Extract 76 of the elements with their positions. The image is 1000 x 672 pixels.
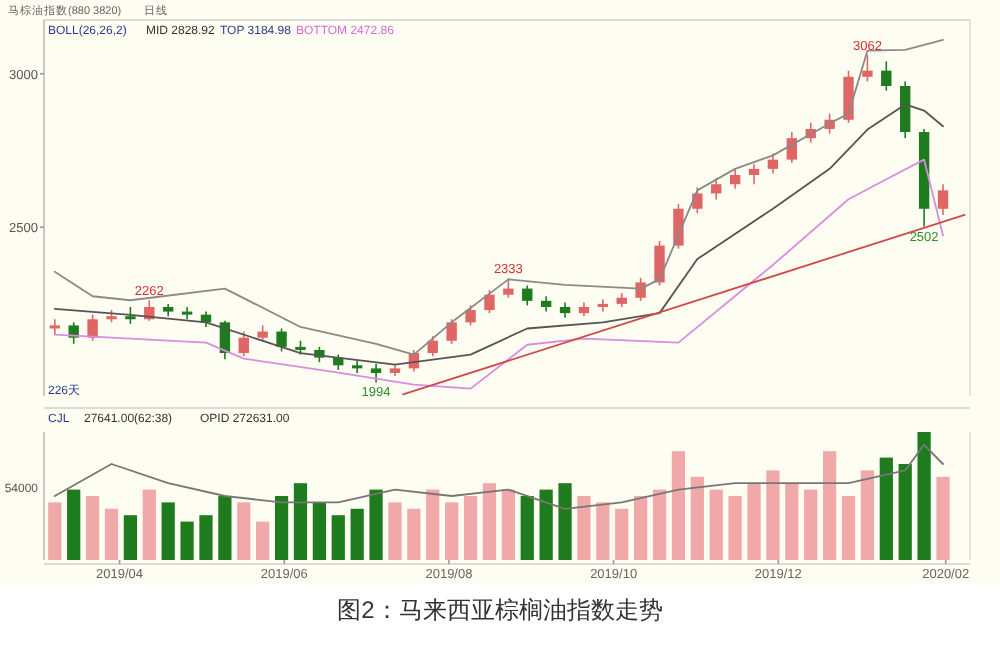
candlestick [522,284,533,307]
bar [671,451,686,560]
candlestick [900,80,911,139]
candlestick [503,277,514,299]
bar [917,432,931,560]
candlestick [786,131,798,164]
bar [785,483,799,560]
bar [180,521,194,560]
bar [312,502,326,560]
bar [539,489,553,560]
bar [369,489,383,560]
candlestick [635,277,646,302]
bar [728,496,742,560]
candlestick [692,186,703,215]
bar [860,470,875,560]
bar [445,502,459,560]
bar [85,496,100,560]
candlestick [729,168,741,190]
bar [142,489,156,560]
bar [407,508,421,560]
candlestick [49,318,60,336]
candlestick [484,289,495,314]
bar [936,476,950,560]
candlestick [748,163,760,186]
bar [123,515,137,560]
candlestick [238,330,249,357]
bar [652,489,667,560]
bar [841,496,856,560]
bar [350,508,364,560]
candlestick [181,306,193,321]
candlestick [351,359,363,374]
bar [520,496,534,560]
line-series [53,39,944,356]
candlestick [937,183,949,216]
candlestick [87,313,98,342]
bar [293,483,308,560]
bar [218,496,232,560]
candlestick [276,327,287,353]
bar [879,457,893,560]
bar [161,502,175,560]
bar [690,476,704,560]
bar [67,489,81,560]
candlestick [711,177,722,201]
bar [766,470,780,560]
bar [709,489,723,560]
candlestick [862,53,873,83]
candlestick [370,362,382,384]
bar [274,496,289,560]
bar [747,483,761,560]
bar [237,502,251,560]
bar [256,521,270,560]
bar [48,502,62,560]
text: 图2：马来西亚棕榈油指数走势 [337,596,663,624]
bar [482,483,497,560]
candlestick [881,60,892,92]
bar [615,508,629,560]
candlestick [654,240,665,287]
bar [823,451,837,560]
bar [558,483,572,560]
bar [898,464,912,560]
candlestick [427,335,438,357]
bar [199,515,213,560]
bar [331,515,345,560]
candlestick [465,304,476,327]
bar [104,508,119,560]
candlestick [446,318,457,345]
bar [577,496,591,560]
bar [804,489,818,560]
bar [596,502,610,560]
bar [426,489,440,560]
bar [634,496,648,560]
bar [501,489,515,560]
candlestick [597,298,609,313]
candlestick [767,152,779,175]
bar [463,496,478,560]
bar [388,502,402,560]
